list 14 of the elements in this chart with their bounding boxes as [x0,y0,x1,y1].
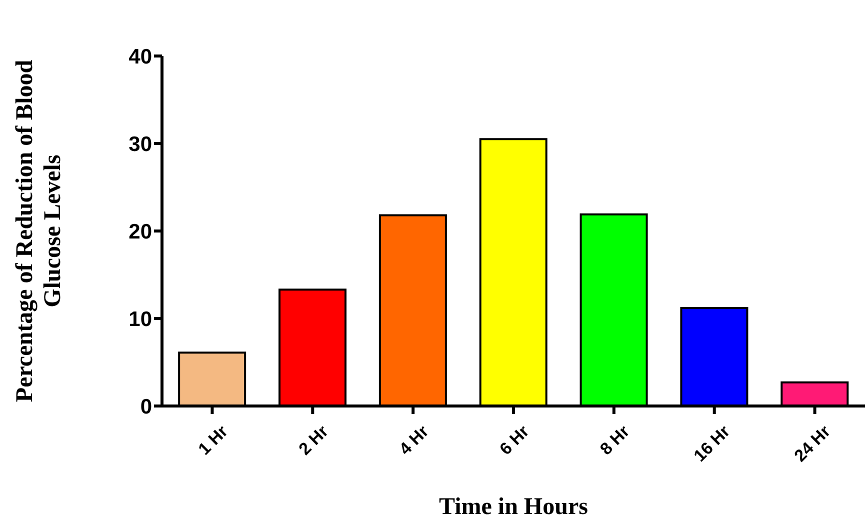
y-tick-label: 0 [140,395,152,418]
x-tick-label: 6 Hr [496,422,534,459]
y-tick-label: 10 [128,308,152,331]
x-tick-label: 16 Hr [690,422,734,466]
x-axis-title: Time in Hours [439,494,588,520]
y-tick-label: 20 [128,220,152,244]
y-tick-label: 40 [128,45,152,68]
x-tick-label: 2 Hr [295,422,332,459]
x-tick-label: 4 Hr [396,422,433,459]
y-axis-title: Percentage of Reduction of Blood Glucose Levels [12,59,66,402]
x-tick-label: 1 Hr [194,422,232,459]
y-tick-label: 30 [128,132,152,156]
x-tick-label: 8 Hr [596,422,634,459]
x-tick-label: 24 Hr [790,422,834,466]
